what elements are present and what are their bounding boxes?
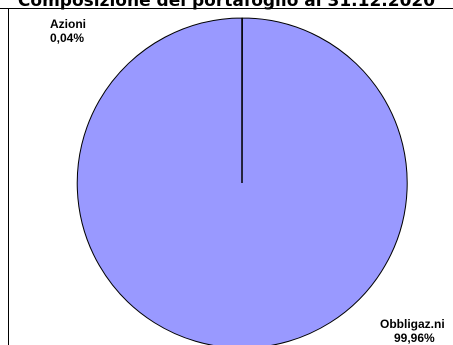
label-obbligazioni-value: 99,96% bbox=[394, 331, 435, 345]
label-azioni: Azioni 0,04% bbox=[50, 17, 86, 45]
label-azioni-name: Azioni bbox=[50, 17, 86, 31]
label-azioni-value: 0,04% bbox=[50, 31, 85, 45]
chart-title: Composizione del portafoglio al 31.12.20… bbox=[17, 0, 436, 11]
chart-frame-left bbox=[8, 8, 9, 345]
label-obbligazioni: Obbligaz.ni 99,96% bbox=[380, 317, 445, 345]
chart-frame-top bbox=[0, 8, 453, 9]
label-obbligazioni-name: Obbligaz.ni bbox=[380, 317, 445, 331]
